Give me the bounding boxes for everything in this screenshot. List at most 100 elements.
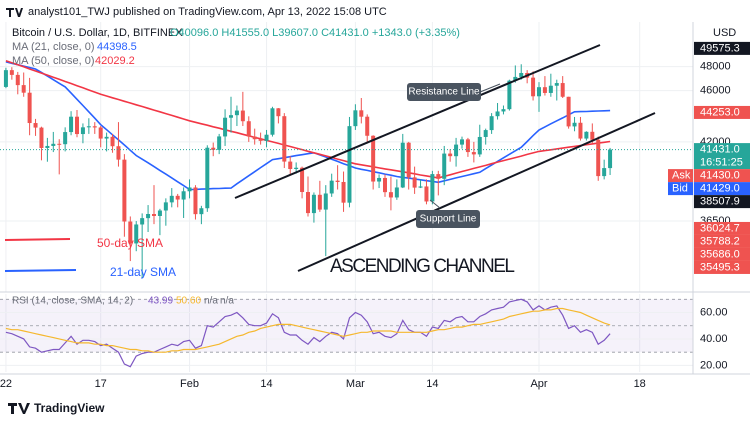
candle-body [383,177,387,193]
price-tag-label: 35686.0 [700,248,740,260]
candle-body [572,122,577,127]
x-tick-label: Feb [180,378,199,390]
candle-body [98,127,103,139]
candle-body [128,221,133,244]
candle-body [501,109,506,112]
price-tag-prefix [668,182,693,196]
rsi-line [5,307,611,353]
candle-body [80,127,85,135]
candle-body [359,110,364,117]
candle-body [365,116,370,136]
rsi-title: RSI (14, close, SMA, 14, 2) [12,296,133,307]
candle-body [21,85,26,93]
price-tag [694,247,750,261]
candle-body [537,87,541,97]
price-tag [694,182,750,196]
candle-body [560,83,565,97]
annotation: 21-day SMA [110,265,176,279]
candle-body [471,152,476,155]
candle-body [134,224,139,244]
ma-readout: 42029.2 [95,55,135,67]
candle-body [353,110,358,127]
candle-body [51,143,56,146]
price-tag-label: 36024.7 [700,222,740,234]
candle-body [157,210,162,216]
candle-body [75,116,79,135]
rsi-readout: n/a [204,296,218,307]
ma-label: MA (50, close, 0) [12,55,95,67]
candle-body [306,192,310,214]
candle-body [15,74,20,86]
candle-body [276,108,281,117]
candle-body [240,110,245,122]
rsi-tick-label: 20.00 [700,359,728,371]
header-bar [0,0,750,22]
candle-body [175,195,180,200]
candle-body [489,116,494,131]
candle-body [436,174,441,179]
footer-brand: TradingView [34,401,105,415]
x-tick-label: Apr [530,378,547,390]
candle-body [252,136,257,140]
candle-body [590,131,595,140]
ma-line [5,60,611,179]
price-tag [694,105,750,119]
candle-body [442,153,447,179]
price-tag-label: 44253.0 [700,106,740,118]
price-tag-label: 41430.0 [700,170,740,182]
candle-body [270,108,275,135]
candle-body [323,193,328,210]
price-tag-label: 49575.3 [700,42,740,54]
sma-marker [4,269,77,272]
candle-body [495,111,500,117]
ohlc-readout: O40096.0 H41555.0 L39607.0 C41431.0 +134… [170,27,460,39]
candle-body [584,131,589,139]
candle-body [507,80,512,110]
candle-body [140,218,145,225]
candle-body [554,83,559,86]
x-tick-label: 22 [0,378,12,390]
candle-body [388,192,393,198]
price-tag-prefix-label: Bid [672,183,688,195]
candle-body [548,85,553,93]
publisher: analyst101_TWJ published on TradingView.… [28,6,387,18]
candle-body [110,136,115,147]
price-tag-label: 41429.0 [700,183,740,195]
rsi-line [5,298,611,368]
candle-body [27,92,32,124]
candle-body [465,139,470,153]
candle-body [294,167,299,170]
annotation: ASCENDING CHANNEL [330,256,515,277]
candle-body [578,122,583,139]
candle-body [282,116,287,162]
plot-area [0,22,693,372]
candle-body [205,147,210,209]
x-tick-label: 14 [260,378,272,390]
rsi-tick-label: 60.00 [700,306,728,318]
annotation-box [407,83,481,101]
x-tick-label: 17 [95,378,107,390]
candle-body [246,121,251,137]
price-tag [694,143,750,170]
connector [429,199,441,209]
currency: USD [713,27,736,39]
x-tick-label: Mar [346,378,365,390]
logo [6,8,23,17]
candle-body [193,187,198,215]
price-tag-label: 41431.0 [700,144,740,156]
candle-body [39,127,44,148]
candle-body [3,70,8,87]
candle-body [394,187,399,198]
candle-body [217,136,222,150]
candle-body [329,180,334,194]
candle-body [347,126,352,203]
candle-body [412,177,417,188]
candle-body [341,181,346,203]
price-tag [694,195,750,209]
y-tick-label: 46000 [700,85,731,97]
candle-body [608,149,613,169]
candle-body [377,177,382,182]
candle-body [163,202,168,211]
candle-body [169,195,174,203]
